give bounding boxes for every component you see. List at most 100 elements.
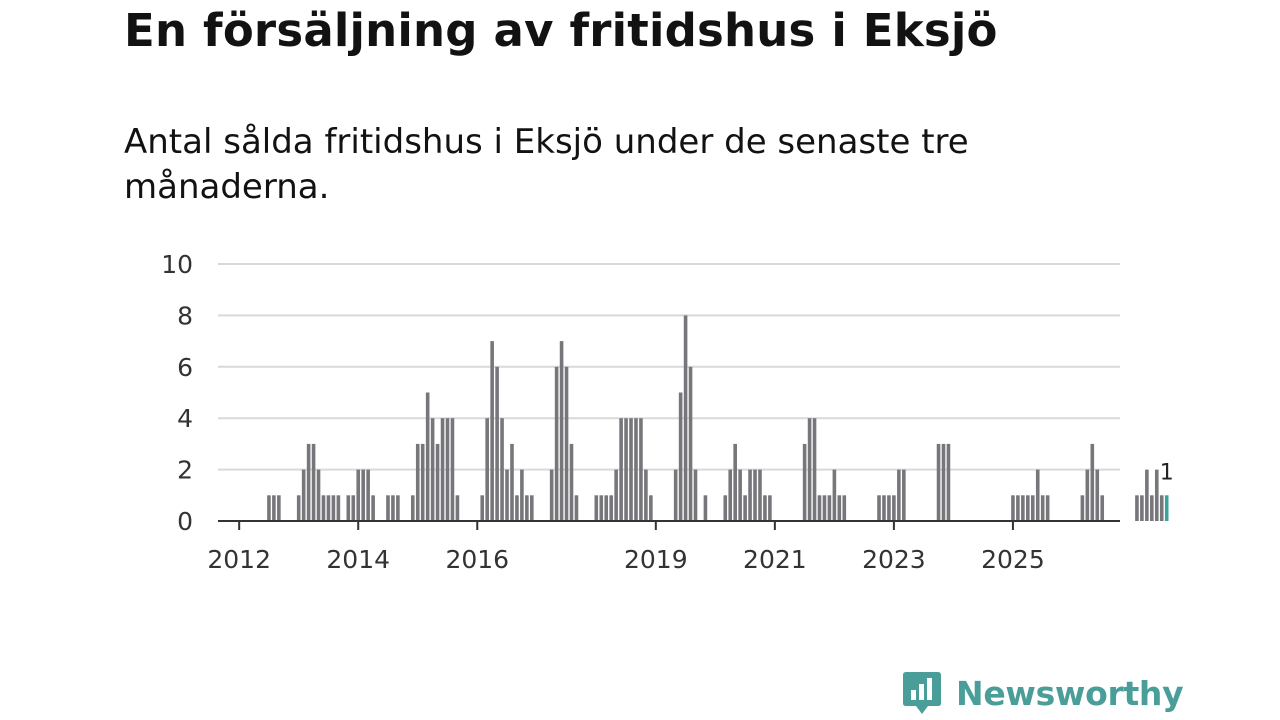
bar xyxy=(346,495,351,521)
bar xyxy=(420,443,425,521)
bar-highlighted xyxy=(1164,495,1169,521)
brand-name: Newsworthy xyxy=(956,673,1184,713)
x-tick-label: 2021 xyxy=(743,545,807,574)
x-axis-ticks: 2012 2014 2016 2019 2021 2023 2025 xyxy=(207,521,1045,574)
bar xyxy=(445,418,450,521)
bar xyxy=(624,418,628,521)
bar xyxy=(326,495,331,521)
bar xyxy=(897,469,901,521)
bar xyxy=(837,495,842,521)
bar xyxy=(361,469,365,521)
x-tick-label: 2016 xyxy=(445,545,509,574)
bar xyxy=(1135,495,1139,521)
bar xyxy=(1040,495,1045,521)
bar xyxy=(515,495,519,521)
bar xyxy=(902,469,906,521)
bar xyxy=(743,495,747,521)
bar xyxy=(703,495,708,521)
bar-labels: 1 xyxy=(1160,460,1174,485)
bar xyxy=(1090,443,1095,521)
bar xyxy=(936,443,941,521)
bar xyxy=(941,443,946,521)
bar xyxy=(728,469,733,521)
bar xyxy=(569,443,574,521)
bar xyxy=(1085,469,1090,521)
chart-title: En försäljning av fritidshus i Eksjö xyxy=(124,4,998,57)
bar xyxy=(683,315,688,521)
x-tick-label: 2014 xyxy=(326,545,390,574)
bar xyxy=(1045,495,1050,521)
bar xyxy=(802,443,807,521)
bar xyxy=(768,495,772,521)
bar xyxy=(490,341,494,521)
bar xyxy=(391,495,395,521)
bar xyxy=(673,469,678,521)
bar xyxy=(1080,495,1085,521)
bar xyxy=(832,469,837,521)
x-tick-label: 2012 xyxy=(207,545,271,574)
bar xyxy=(817,495,822,521)
bar xyxy=(753,469,757,521)
bar xyxy=(500,418,504,521)
bar xyxy=(807,418,812,521)
bar xyxy=(822,495,827,521)
bar xyxy=(738,469,742,521)
bar xyxy=(574,495,579,521)
bar xyxy=(525,495,529,521)
bar xyxy=(366,469,370,521)
bar xyxy=(887,495,891,521)
highlight-bar-label: 1 xyxy=(1160,460,1174,485)
bar xyxy=(1095,469,1100,521)
bar xyxy=(301,469,306,521)
bar xyxy=(1145,469,1149,521)
bar xyxy=(440,418,445,521)
bar xyxy=(649,495,653,521)
bar xyxy=(336,495,341,521)
bar xyxy=(450,418,455,521)
bar xyxy=(455,495,460,521)
bar xyxy=(827,495,832,521)
bar xyxy=(549,469,554,521)
x-tick-label: 2019 xyxy=(624,545,688,574)
bar xyxy=(356,469,361,521)
bar xyxy=(619,418,623,521)
bar xyxy=(1150,495,1154,521)
chart-subtitle: Antal sålda fritidshus i Eksjö under de … xyxy=(124,122,969,207)
bar xyxy=(693,469,698,521)
y-tick-label: 4 xyxy=(177,404,193,433)
bar xyxy=(634,418,638,521)
bar xyxy=(594,495,599,521)
bar xyxy=(371,495,375,521)
bar xyxy=(396,495,400,521)
bar xyxy=(629,418,633,521)
bar xyxy=(892,495,896,521)
bar xyxy=(321,495,326,521)
newsworthy-logo-icon xyxy=(903,672,941,714)
y-tick-label: 0 xyxy=(177,507,193,536)
bar xyxy=(480,495,485,521)
bar xyxy=(946,443,951,521)
bar xyxy=(877,495,881,521)
bar xyxy=(435,443,440,521)
bar xyxy=(763,495,767,521)
y-tick-label: 6 xyxy=(177,353,193,382)
y-tick-label: 8 xyxy=(177,301,193,330)
bar xyxy=(530,495,534,521)
bar xyxy=(882,495,886,521)
bar xyxy=(1016,495,1020,521)
bar xyxy=(599,495,604,521)
bar xyxy=(609,495,613,521)
bar xyxy=(415,443,420,521)
bar xyxy=(510,443,514,521)
bar xyxy=(272,495,276,521)
bar xyxy=(311,443,316,521)
bar xyxy=(331,495,336,521)
bar xyxy=(554,366,559,521)
bar xyxy=(748,469,752,521)
y-axis-ticks: 0 2 4 6 8 10 xyxy=(161,250,193,536)
bar xyxy=(1100,495,1105,521)
gridlines xyxy=(218,263,1120,471)
bar xyxy=(485,418,489,521)
bar xyxy=(495,366,499,521)
bar-chart: 0 2 4 6 8 10 2012 2014 2016 2019 2021 2023 2025 1 xyxy=(161,250,1174,574)
